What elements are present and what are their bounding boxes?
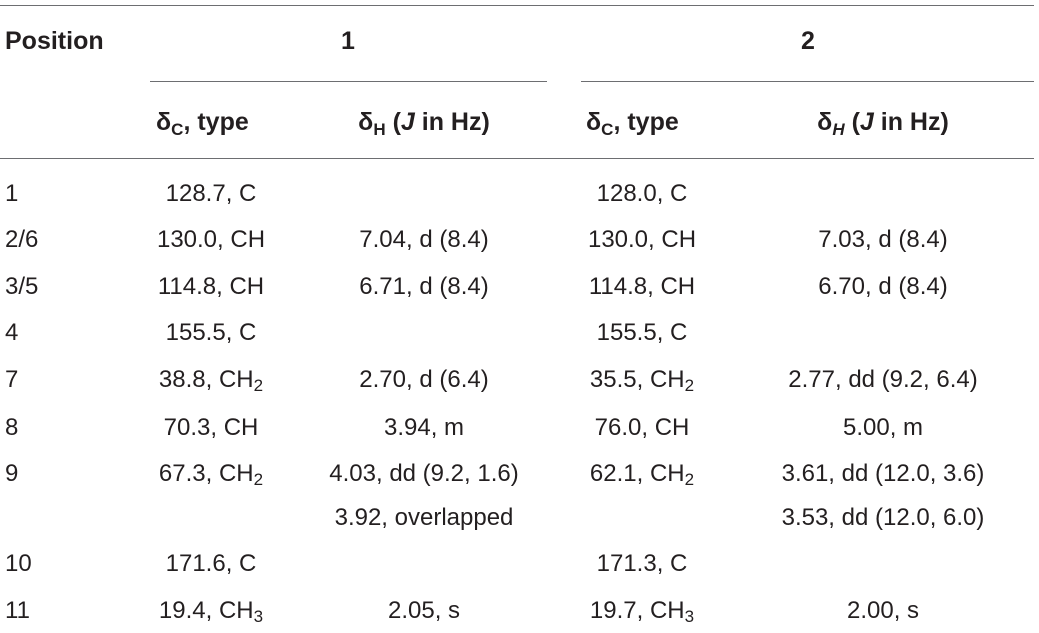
row-position: 8 bbox=[5, 414, 19, 441]
table-top-rule bbox=[0, 5, 1034, 6]
delta-c-cell: 155.5, C bbox=[596, 319, 688, 346]
delta-h-cell: 3.92, overlapped bbox=[334, 504, 514, 531]
delta-c-cell: 114.8, CH bbox=[588, 273, 696, 300]
delta-c-cell: 67.3, CH2 bbox=[158, 460, 264, 489]
delta-c-cell: 76.0, CH bbox=[594, 414, 690, 441]
compound2-underline bbox=[581, 81, 1034, 82]
delta-h-cell: 3.61, dd (12.0, 3.6) bbox=[781, 460, 985, 487]
compound1-underline bbox=[150, 81, 547, 82]
delta-h-j-header-1: δH (J in Hz) bbox=[358, 108, 490, 139]
delta-h-cell: 3.94, m bbox=[383, 414, 465, 441]
delta-h-cell: 2.77, dd (9.2, 6.4) bbox=[788, 366, 978, 393]
delta-c-cell: 114.8, CH bbox=[157, 273, 265, 300]
delta-h-cell: 6.71, d (8.4) bbox=[359, 273, 489, 300]
compound2-header: 2 bbox=[801, 27, 815, 55]
row-position: 9 bbox=[5, 460, 19, 487]
delta-h-cell: 4.03, dd (9.2, 1.6) bbox=[329, 460, 519, 487]
compound1-header: 1 bbox=[341, 27, 355, 55]
row-position: 1 bbox=[5, 180, 19, 207]
delta-h-cell: 2.00, s bbox=[846, 597, 920, 624]
delta-h-cell: 3.53, dd (12.0, 6.0) bbox=[781, 504, 985, 531]
row-position: 4 bbox=[5, 319, 19, 346]
delta-h-cell: 6.70, d (8.4) bbox=[818, 273, 948, 300]
delta-c-cell: 130.0, CH bbox=[587, 226, 697, 253]
delta-c-cell: 38.8, CH2 bbox=[158, 366, 264, 395]
delta-c-cell: 19.7, CH3 bbox=[589, 597, 695, 626]
delta-h-cell: 2.70, d (6.4) bbox=[359, 366, 489, 393]
delta-c-cell: 155.5, C bbox=[165, 319, 257, 346]
row-position: 2/6 bbox=[5, 226, 39, 253]
delta-c-cell: 70.3, CH bbox=[163, 414, 259, 441]
delta-c-cell: 171.3, C bbox=[596, 550, 688, 577]
delta-c-cell: 62.1, CH2 bbox=[589, 460, 695, 489]
delta-h-j-header-2: δH (J in Hz) bbox=[817, 108, 949, 139]
delta-c-cell: 130.0, CH bbox=[156, 226, 266, 253]
delta-c-cell: 171.6, C bbox=[165, 550, 257, 577]
delta-c-cell: 128.7, C bbox=[165, 180, 257, 207]
delta-h-cell: 7.03, d (8.4) bbox=[818, 226, 948, 253]
delta-c-cell: 35.5, CH2 bbox=[589, 366, 695, 395]
header-bottom-rule bbox=[0, 158, 1034, 159]
delta-c-cell: 128.0, C bbox=[596, 180, 688, 207]
row-position: 10 bbox=[5, 550, 32, 577]
row-position: 11 bbox=[5, 597, 30, 624]
delta-c-cell: 19.4, CH3 bbox=[158, 597, 264, 626]
row-position: 3/5 bbox=[5, 273, 39, 300]
delta-h-cell: 5.00, m bbox=[842, 414, 924, 441]
delta-h-cell: 2.05, s bbox=[387, 597, 461, 624]
row-position: 7 bbox=[5, 366, 19, 393]
position-header: Position bbox=[5, 27, 104, 55]
delta-c-type-header-1: δC, type bbox=[156, 108, 249, 139]
delta-h-cell: 7.04, d (8.4) bbox=[359, 226, 489, 253]
delta-c-type-header-2: δC, type bbox=[586, 108, 679, 139]
